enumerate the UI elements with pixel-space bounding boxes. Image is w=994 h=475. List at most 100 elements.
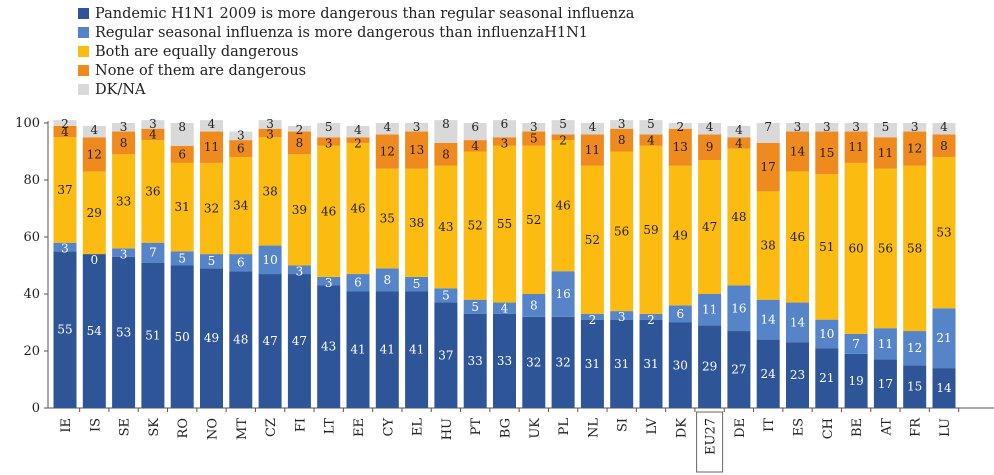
bar-segment	[141, 128, 165, 141]
legend-label-h1n1-more-dangerous: Pandemic H1N1 2009 is more dangerous tha…	[95, 5, 635, 22]
bar-segment	[932, 308, 956, 369]
data-label: 10	[262, 253, 277, 267]
data-label: 8	[940, 139, 948, 153]
data-label: 11	[585, 143, 600, 157]
data-label: 8	[178, 120, 186, 134]
category-label: ES	[792, 418, 807, 436]
bar-segment	[170, 251, 194, 266]
bar-segment	[873, 359, 897, 408]
data-label: 39	[292, 203, 307, 217]
bar-segment	[844, 333, 868, 354]
data-label: 38	[761, 239, 776, 253]
category-label: SI	[616, 418, 631, 432]
data-label: 15	[907, 380, 922, 394]
bar-segment	[170, 265, 194, 408]
data-label: 27	[731, 363, 746, 377]
data-label: 15	[819, 146, 834, 160]
data-label: 59	[643, 223, 658, 237]
data-label: 3	[296, 265, 304, 279]
data-label: 50	[175, 330, 190, 344]
category-label: SK	[147, 418, 162, 437]
bar-segment	[463, 151, 487, 300]
bar-segment	[727, 125, 751, 138]
bar-segment	[727, 148, 751, 286]
data-label: 31	[175, 200, 190, 214]
data-label: 14	[790, 316, 806, 330]
data-label: 8	[296, 136, 304, 150]
bar-segment	[610, 319, 634, 408]
category-label: PT	[469, 418, 484, 436]
data-label: 17	[878, 377, 893, 391]
data-label: 33	[116, 194, 131, 208]
bar-segment	[258, 137, 282, 246]
data-label: 51	[819, 240, 834, 254]
bar-segment	[82, 137, 106, 172]
bar-segment	[756, 123, 780, 143]
data-label: 3	[530, 120, 538, 134]
bar-segment	[170, 145, 194, 163]
bar-segment	[844, 162, 868, 334]
bar-segment	[580, 319, 604, 408]
data-label: 8	[120, 136, 128, 150]
category-label: DE	[733, 418, 748, 438]
data-label: 4	[589, 120, 597, 134]
bar-segment	[756, 339, 780, 408]
data-label: 16	[731, 301, 746, 315]
data-label: 8	[442, 147, 450, 161]
bar-segment	[786, 131, 809, 172]
data-label: 4	[149, 128, 157, 142]
bar-segment	[698, 123, 722, 135]
bar-segment	[405, 168, 429, 277]
bar-segment	[873, 168, 897, 329]
bar-segment	[287, 131, 311, 155]
bar-segment	[493, 145, 516, 303]
bar-segment	[287, 154, 311, 266]
bar-segment	[287, 274, 311, 408]
bar-segment	[727, 137, 751, 149]
bar-segment	[610, 120, 634, 129]
legend-swatch-h1n1-more-dangerous	[78, 8, 89, 19]
data-label: 11	[878, 337, 893, 351]
bar-segment	[580, 123, 604, 135]
bar-segment	[903, 331, 927, 366]
data-label: 8	[618, 133, 626, 147]
data-label: 52	[585, 233, 600, 247]
data-label: 4	[61, 125, 69, 139]
bar-segment	[727, 331, 751, 408]
bar-segment	[287, 265, 311, 275]
data-label: 5	[647, 117, 655, 131]
data-label: 55	[497, 217, 512, 231]
data-label: 56	[878, 241, 893, 255]
legend-swatch-none-dangerous	[78, 65, 89, 76]
category-label: NO	[206, 418, 221, 440]
bar-segment	[287, 125, 311, 132]
bar-segment	[405, 123, 429, 132]
bar-segment	[932, 123, 956, 135]
data-label: 48	[731, 210, 746, 224]
bar-segment	[375, 168, 399, 269]
data-label: 6	[237, 142, 245, 156]
category-label: BE	[850, 418, 865, 437]
data-label: 41	[350, 343, 365, 357]
bar-segment	[668, 123, 692, 129]
data-label: 2	[589, 313, 597, 327]
category-label: HU	[440, 418, 455, 440]
data-label: 3	[501, 136, 509, 150]
data-label: 4	[735, 136, 743, 150]
category-label: CY	[381, 418, 396, 437]
bar-segment	[200, 131, 223, 163]
data-label: 4	[735, 123, 743, 137]
data-label: 31	[614, 357, 629, 371]
bar-segment	[229, 131, 253, 141]
bar-segment	[317, 145, 341, 277]
bar-segment	[932, 157, 956, 309]
bar-segment	[844, 123, 868, 132]
category-label: IS	[88, 418, 103, 432]
data-label: 4	[383, 120, 391, 134]
bar-segment	[522, 131, 546, 146]
bar-segment	[141, 140, 165, 243]
data-label: 0	[90, 253, 98, 267]
bar-segment	[317, 123, 341, 138]
data-label: 6	[354, 276, 362, 290]
category-label: BG	[499, 418, 514, 438]
